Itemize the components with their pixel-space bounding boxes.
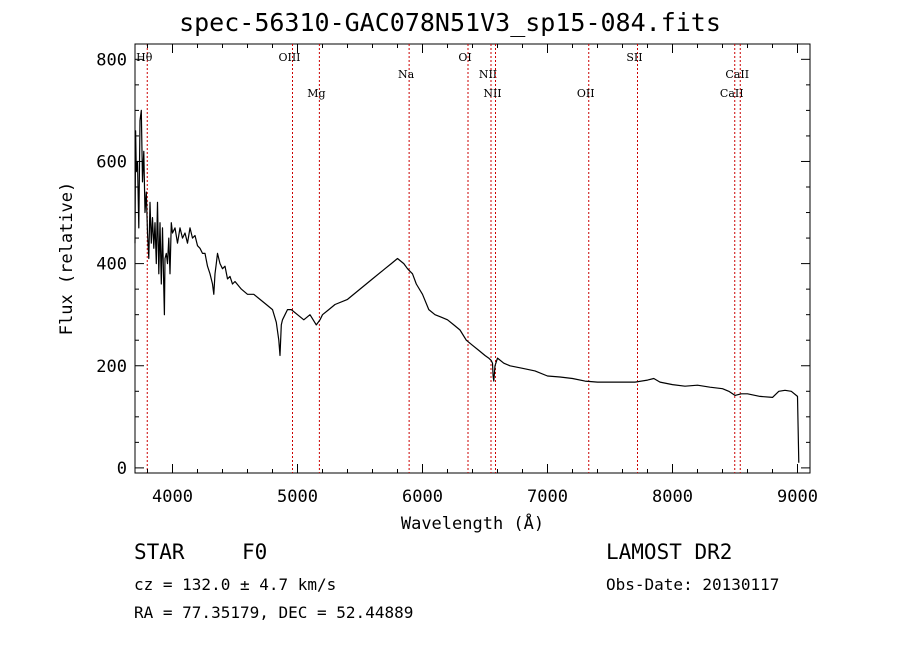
y-tick-label-400: 400 — [96, 255, 127, 275]
line-label-8: SII — [626, 51, 642, 64]
object-class: STAR — [134, 540, 185, 564]
y-tick-label-600: 600 — [96, 152, 127, 172]
line-label-0: Hθ — [136, 51, 153, 64]
obs-date-label: Obs-Date: 20130117 — [606, 575, 780, 594]
x-tick-label-9000: 9000 — [777, 487, 818, 507]
x-tick-label-8000: 8000 — [652, 487, 693, 507]
line-label-3: Na — [398, 68, 415, 81]
survey-label: LAMOST DR2 — [606, 540, 733, 564]
line-label-1: OIII — [278, 51, 300, 64]
y-tick-label-800: 800 — [96, 50, 127, 70]
line-label-6: NII — [483, 87, 501, 100]
y-tick-label-0: 0 — [117, 459, 127, 479]
line-label-7: OII — [577, 87, 595, 100]
plot-frame — [134, 43, 811, 474]
line-label-2: Mg — [307, 87, 325, 100]
line-label-5: NII — [479, 68, 497, 81]
line-label-10: CaII — [725, 68, 749, 81]
x-tick-label-4000: 4000 — [152, 487, 193, 507]
object-subclass: F0 — [242, 540, 268, 564]
spectrum-line — [134, 109, 800, 463]
redshift-label: cz = 132.0 ± 4.7 km/s — [134, 575, 337, 594]
x-tick-label-7000: 7000 — [527, 487, 568, 507]
chart-title: spec-56310-GAC078N51V3_sp15-084.fits — [179, 8, 721, 37]
y-axis-label: Flux (relative) — [57, 182, 77, 336]
x-tick-label-5000: 5000 — [277, 487, 318, 507]
y-tick-label-200: 200 — [96, 357, 127, 377]
line-label-4: OI — [458, 51, 471, 64]
x-axis-label: Wavelength (Å) — [401, 512, 544, 534]
coordinates-label: RA = 77.35179, DEC = 52.44889 — [134, 603, 414, 622]
x-tick-label-6000: 6000 — [402, 487, 443, 507]
line-label-9: CaII — [720, 87, 744, 100]
